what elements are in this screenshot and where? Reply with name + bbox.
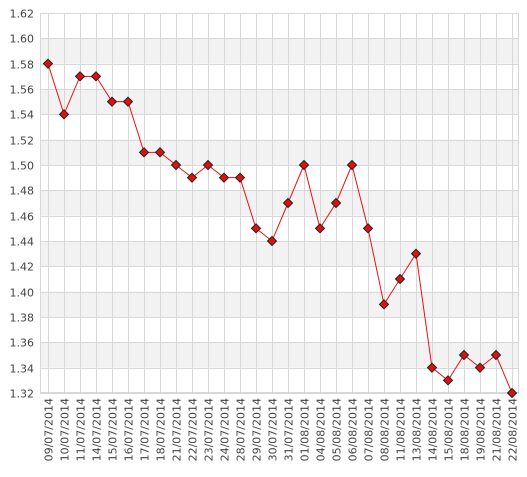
- plot-border: [40, 13, 519, 393]
- data-point: [362, 223, 374, 234]
- y-tick-label: 1.42: [10, 261, 35, 274]
- x-tick-label: 11/08/2014: [395, 398, 408, 461]
- data-point: [346, 159, 358, 171]
- data-point: [506, 387, 518, 399]
- x-tick-label: 19/08/2014: [475, 398, 488, 461]
- grid-band: [40, 139, 519, 165]
- x-tick-label: 23/07/2014: [203, 398, 216, 461]
- x-tick-label: 07/08/2014: [363, 398, 376, 461]
- y-tick-label: 1.34: [10, 363, 35, 376]
- data-point: [74, 71, 86, 82]
- x-tick-label: 16/07/2014: [123, 398, 136, 461]
- data-point: [106, 96, 118, 107]
- data-point: [298, 159, 310, 171]
- data-point: [234, 172, 246, 183]
- grid-band: [40, 241, 519, 267]
- x-tick-label: 06/08/2014: [347, 398, 360, 461]
- x-tick-label: 24/07/2014: [219, 398, 232, 461]
- x-tick-label: 17/07/2014: [139, 398, 152, 461]
- grid-band: [40, 190, 519, 216]
- x-tick-label: 18/08/2014: [459, 398, 472, 461]
- data-point: [170, 159, 182, 171]
- x-tick-label: 29/07/2014: [251, 398, 264, 461]
- data-point: [490, 349, 502, 361]
- x-axis: 09/07/2014 10/07/2014 11/07/2014 14/07/2014…: [43, 398, 520, 461]
- data-point: [266, 235, 278, 247]
- y-tick-label: 1.36: [10, 337, 35, 350]
- y-tick-label: 1.54: [10, 109, 35, 122]
- y-tick-label: 1.38: [10, 312, 35, 325]
- x-tick-label: 22/07/2014: [187, 398, 200, 461]
- data-points: [42, 58, 518, 399]
- data-point: [122, 96, 134, 107]
- y-tick-label: 1.58: [10, 59, 35, 72]
- data-point: [42, 58, 54, 69]
- data-point: [426, 362, 438, 373]
- x-tick-label: 15/08/2014: [443, 398, 456, 461]
- x-tick-label: 10/07/2014: [59, 398, 72, 461]
- data-point: [394, 273, 406, 285]
- data-point: [186, 172, 198, 183]
- x-tick-label: 14/07/2014: [91, 398, 104, 461]
- data-point: [58, 109, 70, 120]
- grid-band: [40, 342, 519, 368]
- data-point: [90, 71, 102, 82]
- x-tick-label: 18/07/2014: [155, 398, 168, 461]
- y-tick-label: 1.62: [10, 8, 35, 21]
- x-tick-label: 31/07/2014: [283, 398, 296, 461]
- data-point: [202, 159, 214, 171]
- x-tick-label: 30/07/2014: [267, 398, 280, 461]
- data-point: [154, 147, 166, 158]
- data-point: [458, 349, 470, 361]
- x-tick-label: 28/07/2014: [235, 398, 248, 461]
- x-tick-label: 13/08/2014: [411, 398, 424, 461]
- x-tick-label: 11/07/2014: [75, 398, 88, 461]
- x-tick-label: 14/08/2014: [427, 398, 440, 461]
- y-tick-label: 1.46: [10, 211, 35, 224]
- grid-lines: [40, 13, 519, 394]
- grid-band: [40, 38, 519, 64]
- data-point: [250, 223, 262, 234]
- data-point: [442, 375, 454, 386]
- data-point: [330, 197, 342, 209]
- x-tick-label: 08/08/2014: [379, 398, 392, 461]
- y-tick-label: 1.56: [10, 84, 35, 97]
- x-tick-label: 21/08/2014: [491, 398, 504, 461]
- data-point: [410, 248, 422, 259]
- data-point: [314, 223, 326, 234]
- data-point: [474, 362, 486, 373]
- x-tick-label: 15/07/2014: [107, 398, 120, 461]
- grid-band: [40, 291, 519, 317]
- y-tick-label: 1.50: [10, 160, 35, 173]
- y-tick-label: 1.44: [10, 236, 35, 249]
- data-point: [282, 197, 294, 209]
- x-tick-label: 01/08/2014: [299, 398, 312, 461]
- y-tick-label: 1.40: [10, 287, 35, 300]
- x-tick-label: 05/08/2014: [331, 398, 344, 461]
- plot-background-bands: [40, 38, 519, 368]
- y-tick-label: 1.60: [10, 33, 35, 46]
- y-tick-label: 1.32: [10, 388, 35, 401]
- x-tick-label: 21/07/2014: [171, 398, 184, 461]
- data-point: [138, 147, 150, 158]
- x-tick-label: 09/07/2014: [43, 398, 56, 461]
- data-point: [378, 299, 390, 310]
- y-tick-label: 1.52: [10, 135, 35, 148]
- x-tick-label: 04/08/2014: [315, 398, 328, 461]
- x-tick-label: 22/08/2014: [507, 398, 520, 461]
- y-tick-label: 1.48: [10, 185, 35, 198]
- y-axis: 1.32 1.34 1.36 1.38 1.40 1.42 1.44 1.46 1.48 1.50…: [10, 8, 35, 401]
- data-point: [218, 172, 230, 183]
